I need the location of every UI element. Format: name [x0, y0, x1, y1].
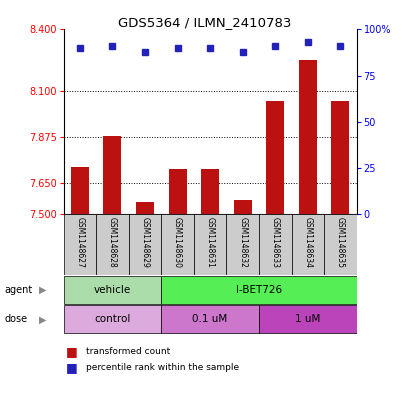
Bar: [71, 167, 89, 214]
Bar: [128, 214, 161, 275]
Text: GSM1148627: GSM1148627: [75, 217, 84, 268]
Text: 0.1 uM: 0.1 uM: [192, 314, 227, 324]
Text: GSM1148631: GSM1148631: [205, 217, 214, 268]
Text: GSM1148635: GSM1148635: [335, 217, 344, 268]
Text: ▶: ▶: [39, 314, 47, 324]
Bar: [324, 214, 356, 275]
Text: ■: ■: [65, 345, 77, 358]
Bar: [291, 214, 324, 275]
Bar: [168, 169, 186, 214]
Text: GSM1148634: GSM1148634: [303, 217, 312, 268]
Text: agent: agent: [4, 285, 32, 295]
Bar: [103, 136, 121, 214]
Text: GSM1148632: GSM1148632: [238, 217, 247, 268]
Text: GDS5364 / ILMN_2410783: GDS5364 / ILMN_2410783: [118, 16, 291, 29]
Bar: [63, 276, 161, 304]
Text: ▶: ▶: [39, 285, 47, 295]
Bar: [63, 305, 161, 333]
Text: vehicle: vehicle: [94, 285, 131, 295]
Bar: [161, 214, 193, 275]
Text: dose: dose: [4, 314, 27, 324]
Bar: [226, 214, 258, 275]
Text: control: control: [94, 314, 130, 324]
Text: transformed count: transformed count: [86, 347, 170, 356]
Bar: [258, 305, 356, 333]
Bar: [96, 214, 128, 275]
Bar: [298, 60, 316, 214]
Text: GSM1148630: GSM1148630: [173, 217, 182, 268]
Text: 1 uM: 1 uM: [294, 314, 320, 324]
Bar: [330, 101, 348, 214]
Bar: [258, 214, 291, 275]
Text: I-BET726: I-BET726: [235, 285, 281, 295]
Text: GSM1148628: GSM1148628: [108, 217, 117, 268]
Bar: [233, 200, 251, 214]
Bar: [136, 202, 153, 214]
Bar: [161, 276, 356, 304]
Text: GSM1148633: GSM1148633: [270, 217, 279, 268]
Bar: [161, 305, 258, 333]
Bar: [193, 214, 226, 275]
Bar: [63, 214, 96, 275]
Text: percentile rank within the sample: percentile rank within the sample: [86, 363, 238, 372]
Text: GSM1148629: GSM1148629: [140, 217, 149, 268]
Text: ■: ■: [65, 361, 77, 374]
Bar: [266, 101, 283, 214]
Bar: [201, 169, 218, 214]
